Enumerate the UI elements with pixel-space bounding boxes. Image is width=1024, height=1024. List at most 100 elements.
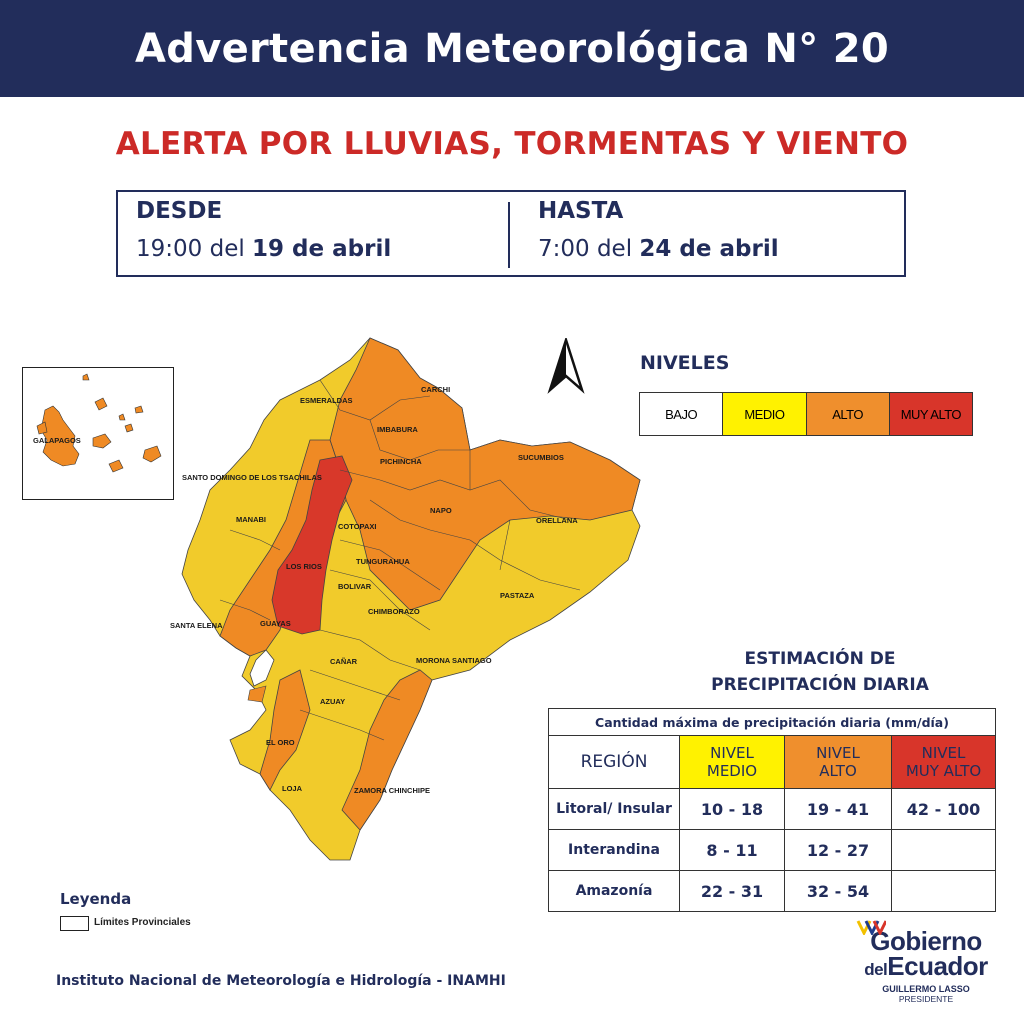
from-time: 19:00 del bbox=[136, 236, 245, 262]
province-label: MORONA SANTIAGO bbox=[416, 656, 492, 665]
province-label: CARCHI bbox=[421, 385, 450, 394]
galapagos-inset: GALAPAGOS bbox=[22, 367, 174, 500]
fernandina-island bbox=[36, 421, 48, 435]
galapagos-map: GALAPAGOS bbox=[33, 373, 162, 473]
header-muy-alto-l1: NIVEL bbox=[921, 744, 966, 762]
el-oro-alto-region bbox=[259, 669, 311, 791]
province-label: AZUAY bbox=[320, 697, 345, 706]
puna-island bbox=[247, 685, 267, 703]
province-label: CAÑAR bbox=[330, 657, 358, 666]
estimation-title-line2: PRECIPITACIÓN DIARIA bbox=[711, 675, 929, 695]
province-label: GUAYAS bbox=[260, 619, 291, 628]
level-medio: MEDIO bbox=[723, 393, 807, 435]
alert-title: ALERTA POR LLUVIAS, TORMENTAS Y VIENTO bbox=[115, 126, 909, 162]
legend-swatch bbox=[60, 916, 89, 931]
government-logo: Gobierno delEcuador GUILLERMO LASSO PRES… bbox=[856, 914, 996, 1014]
province-label: EL ORO bbox=[266, 738, 295, 747]
header-banner: Advertencia Meteorológica N° 20 bbox=[0, 0, 1024, 97]
province-label: SANTO DOMINGO DE LOS TSACHILAS bbox=[182, 473, 322, 482]
levels-title: NIVELES bbox=[640, 352, 730, 374]
estimation-title: ESTIMACIÓN DE PRECIPITACIÓN DIARIA bbox=[680, 646, 960, 698]
baltra-island bbox=[118, 413, 126, 421]
province-label: LOJA bbox=[282, 784, 303, 793]
logo-del: del bbox=[864, 960, 888, 979]
value-medio: 10 - 18 bbox=[679, 788, 785, 830]
from-label: DESDE bbox=[136, 198, 223, 224]
table-header-row: REGIÓN NIVEL MEDIO NIVEL ALTO NIVEL MUY ALT… bbox=[548, 735, 996, 789]
galapagos-label: GALAPAGOS bbox=[33, 436, 81, 445]
value-alto: 12 - 27 bbox=[784, 829, 892, 871]
province-label: MANABI bbox=[236, 515, 266, 524]
header-alto: NIVEL ALTO bbox=[784, 735, 892, 789]
province-label: ESMERALDAS bbox=[300, 396, 353, 405]
header-alto-l2: ALTO bbox=[819, 762, 857, 780]
province-label: SUCUMBIOS bbox=[518, 453, 564, 462]
period-box: DESDE 19:00 del 19 de abril HASTA 7:00 d… bbox=[116, 190, 906, 277]
north-arrow-icon bbox=[547, 338, 585, 394]
to-value: 7:00 del 24 de abril bbox=[538, 236, 779, 262]
legend-label: Límites Provinciales bbox=[94, 917, 191, 928]
level-alto: ALTO bbox=[806, 393, 890, 435]
province-label: IMBABURA bbox=[377, 425, 418, 434]
province-label: TUNGURAHUA bbox=[356, 557, 410, 566]
value-alto: 32 - 54 bbox=[784, 870, 892, 912]
logo-president-name: GUILLERMO LASSO bbox=[882, 984, 970, 994]
level-bajo: BAJO bbox=[640, 393, 724, 435]
logo-line1: Gobierno bbox=[870, 926, 982, 956]
period-from: DESDE 19:00 del 19 de abril bbox=[136, 198, 391, 262]
header-muy-alto: NIVEL MUY ALTO bbox=[891, 735, 996, 789]
table-caption: Cantidad máxima de precipitación diaria … bbox=[548, 708, 996, 736]
value-muy-alto: 42 - 100 bbox=[891, 788, 996, 830]
to-date: 24 de abril bbox=[639, 236, 779, 262]
province-label: LOS RIOS bbox=[286, 562, 322, 571]
value-alto: 19 - 41 bbox=[784, 788, 892, 830]
province-label: COTOPAXI bbox=[338, 522, 376, 531]
flag-v-icon bbox=[856, 920, 886, 935]
province-label: NAPO bbox=[430, 506, 452, 515]
header-alto-l1: NIVEL bbox=[816, 744, 860, 762]
logo-line2: delEcuador bbox=[856, 953, 996, 982]
table-row: Amazonía 22 - 31 32 - 54 bbox=[548, 870, 996, 912]
level-muy-alto: MUY ALTO bbox=[889, 393, 972, 435]
region-header: REGIÓN bbox=[548, 735, 680, 789]
value-medio: 22 - 31 bbox=[679, 870, 785, 912]
genovesa-island bbox=[134, 405, 144, 414]
ecuador-map: ESMERALDAS CARCHI IMBABURA PICHINCHA SUC… bbox=[170, 337, 641, 861]
to-time: 7:00 del bbox=[538, 236, 633, 262]
santa-cruz-island bbox=[92, 433, 112, 449]
south-alto-region bbox=[341, 669, 433, 831]
region-cell: Litoral/ Insular bbox=[548, 788, 680, 830]
header-medio-l1: NIVEL bbox=[710, 744, 754, 762]
value-medio: 8 - 11 bbox=[679, 829, 785, 871]
province-boundaries bbox=[219, 379, 581, 741]
to-label: HASTA bbox=[538, 198, 624, 224]
province-label: ORELLANA bbox=[536, 516, 578, 525]
region-cell: Interandina bbox=[548, 829, 680, 871]
estimation-title-line1: ESTIMACIÓN DE bbox=[744, 649, 896, 669]
table-row: Litoral/ Insular 10 - 18 19 - 41 42 - 10… bbox=[548, 788, 996, 830]
floreana-island bbox=[108, 459, 124, 473]
province-label: PASTAZA bbox=[500, 591, 535, 600]
from-date: 19 de abril bbox=[252, 236, 392, 262]
period-divider bbox=[508, 202, 510, 268]
isabela-island bbox=[40, 405, 80, 467]
muy-alto-region bbox=[271, 455, 353, 635]
province-label: SANTA ELENA bbox=[170, 621, 223, 630]
value-muy-alto bbox=[891, 829, 996, 871]
san-cristobal-island bbox=[142, 445, 162, 463]
province-label: CHIMBORAZO bbox=[368, 607, 420, 616]
gulf-water bbox=[249, 649, 275, 687]
legend-title: Leyenda bbox=[60, 890, 132, 908]
pinta-island bbox=[82, 373, 90, 381]
levels-legend: BAJO MEDIO ALTO MUY ALTO bbox=[639, 392, 973, 436]
header-medio: NIVEL MEDIO bbox=[679, 735, 785, 789]
logo-president-title: PRESIDENTE bbox=[898, 994, 954, 1004]
province-label: PICHINCHA bbox=[380, 457, 422, 466]
santa-fe-island bbox=[124, 423, 134, 433]
from-value: 19:00 del 19 de abril bbox=[136, 236, 391, 262]
santiago-island bbox=[94, 397, 108, 411]
table-row: Interandina 8 - 11 12 - 27 bbox=[548, 829, 996, 871]
province-label: ZAMORA CHINCHIPE bbox=[354, 786, 430, 795]
institute-credit: Instituto Nacional de Meteorología e Hid… bbox=[56, 973, 506, 989]
period-to: HASTA 7:00 del 24 de abril bbox=[538, 198, 779, 262]
